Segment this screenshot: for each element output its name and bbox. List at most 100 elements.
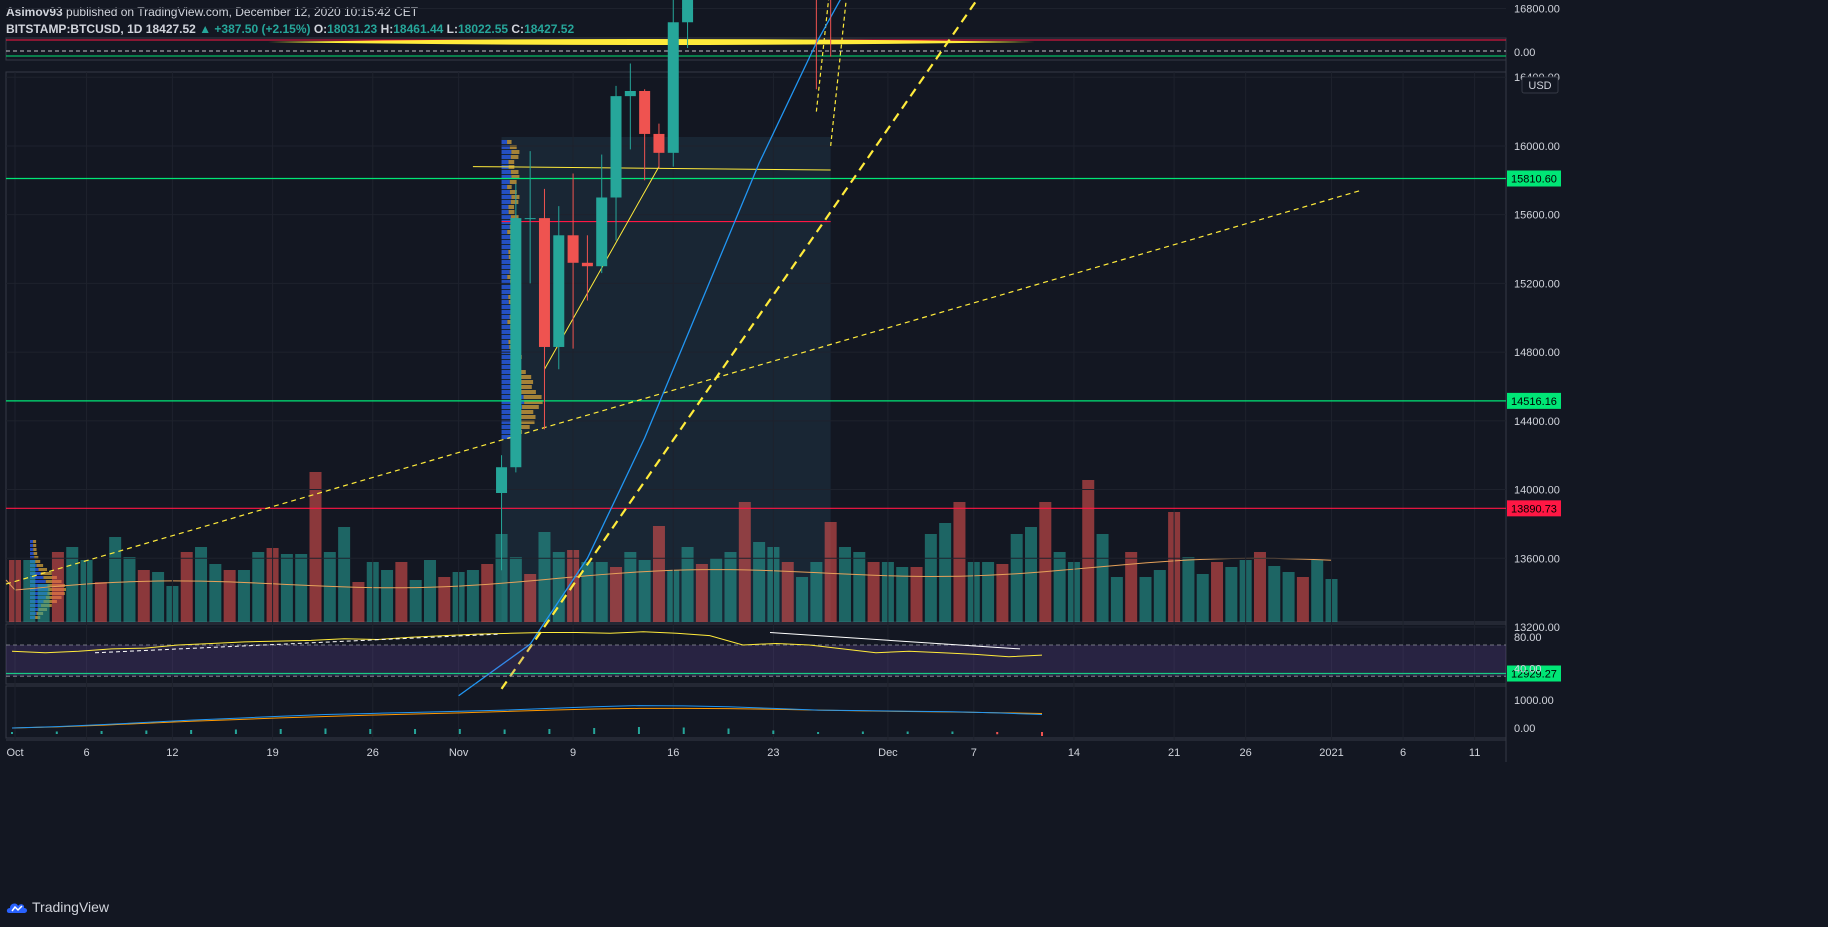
volume-profile-bar-blue (501, 335, 511, 339)
volume-profile-left-gold (36, 564, 44, 567)
top-osc-tick-label: 0.00 (1514, 47, 1535, 59)
volume-profile-bar-gold (508, 160, 515, 164)
candle-body (667, 22, 679, 153)
volume-bar (1253, 552, 1266, 622)
moving-average-line (529, 0, 841, 645)
macd-histogram-bar (324, 728, 327, 734)
macd-histogram-bar (772, 730, 775, 734)
volume-bar (738, 502, 751, 622)
volume-bar (409, 580, 422, 622)
volume-profile-bar-gold (507, 320, 513, 324)
level-price-tag (1507, 170, 1561, 187)
volume-bar (195, 547, 208, 622)
volume-profile-bar-gold (517, 425, 530, 429)
time-tick-label: 11 (1469, 747, 1480, 759)
volume-profile-bar-gold (508, 205, 515, 209)
volume-profile-bar-blue (501, 295, 509, 299)
volume-bar (1039, 502, 1052, 622)
volume-profile-bar-blue (501, 230, 508, 234)
candle-body (682, 0, 694, 23)
price-tick-label: 14000.00 (1514, 485, 1560, 497)
open-value: 18031.23 (327, 22, 378, 36)
volume-profile-bar-gold (510, 170, 519, 174)
volume-profile-bar-blue (501, 185, 508, 189)
volume-profile-bar-gold (510, 215, 519, 219)
volume-bar (51, 552, 64, 622)
macd-histogram-bar (234, 729, 237, 734)
volume-profile-bar-gold (507, 185, 512, 189)
macd-histogram-bar (951, 731, 954, 734)
volume-bar (509, 557, 522, 622)
volume-bar (1125, 552, 1138, 622)
volume-bar (495, 534, 508, 622)
time-tick-label: 19 (266, 747, 278, 759)
volume-profile-bar-blue (501, 255, 509, 259)
volume-bar (595, 562, 608, 622)
volume-profile-left-blue (30, 604, 41, 607)
macd-histogram-bar (369, 729, 372, 734)
volume-bar (237, 570, 250, 622)
volume-profile-bar-blue (501, 250, 509, 254)
rsi-trendline (94, 633, 501, 654)
volume-bar (896, 567, 909, 622)
volume-bar (466, 570, 479, 622)
volume-profile-bar-blue (501, 320, 508, 324)
long-dashed-trendline (5, 190, 1361, 585)
macd-histogram-bar (637, 727, 640, 734)
volume-profile-bar-blue (501, 285, 512, 289)
volume-bar (1182, 557, 1195, 622)
macd-histogram-bar (548, 729, 551, 734)
tradingview-logo[interactable]: TradingView (6, 899, 109, 915)
volume-profile-bar-blue (501, 190, 510, 194)
macd-tick-label: 0.00 (1514, 723, 1535, 735)
candle-body (567, 235, 579, 263)
dashed-support-trendline (500, 0, 979, 690)
volume-profile-left-gold (43, 576, 57, 579)
volume-bar (1139, 577, 1152, 622)
volume-profile-bar-blue (501, 370, 515, 374)
volume-profile-bar-blue (501, 245, 511, 249)
volume-bar (209, 564, 222, 622)
volume-profile-left-blue (30, 580, 46, 583)
rsi-line (11, 631, 1043, 658)
candle-body (496, 467, 508, 493)
volume-bar (652, 526, 665, 622)
candle-body (524, 218, 536, 220)
level-price-label: 14516.16 (1511, 396, 1557, 408)
volume-bar (280, 554, 293, 622)
symbol-label[interactable]: BITSTAMP:BTCUSD, 1D (6, 22, 143, 36)
tradingview-cloud-icon (6, 903, 28, 913)
volume-profile-left-blue (30, 552, 34, 555)
value-area-line (472, 166, 831, 171)
volume-profile-bar-blue (501, 180, 510, 184)
symbol-line: BITSTAMP:BTCUSD, 1D 18427.52 ▲ +387.50 (… (6, 22, 574, 36)
price-change: ▲ +387.50 (+2.15%) (199, 22, 311, 36)
volume-profile-bar-gold (509, 180, 517, 184)
price-tick-label: 16800.00 (1514, 4, 1560, 16)
volume-bar (538, 532, 551, 622)
volume-profile-bar-blue (501, 385, 519, 389)
volume-bar (996, 564, 1009, 622)
steep-dashed-trendline (830, 0, 847, 147)
volume-profile-bar-blue (501, 410, 519, 414)
volume-bar (610, 567, 623, 622)
volume-bar (753, 542, 766, 622)
candle-body (653, 133, 665, 153)
volume-bar (924, 534, 937, 622)
rsi-band (6, 645, 1506, 677)
macd-histogram-bar (279, 729, 282, 734)
volume-profile-left-blue (30, 548, 34, 551)
close-value: 18427.52 (524, 22, 575, 36)
volume-bar (223, 570, 236, 622)
volume-bar (180, 552, 193, 622)
volume-profile-bar-blue (501, 240, 512, 244)
candle-body (538, 218, 550, 347)
volume-profile-bar-blue (501, 430, 513, 434)
volume-profile-bar-blue (501, 315, 510, 319)
volume-profile-bar-gold (508, 210, 515, 214)
volume-bar (137, 570, 150, 622)
volume-bar (1211, 562, 1224, 622)
volume-profile-bar-gold (511, 150, 520, 154)
volume-bar (338, 527, 351, 622)
